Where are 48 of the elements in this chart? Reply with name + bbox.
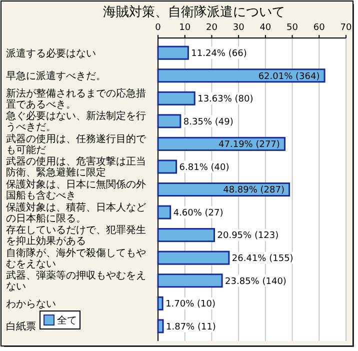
y-tick-label: 早急に派遣すべきだ。 (6, 70, 106, 82)
legend-label: 全て (57, 314, 77, 326)
y-tick-label: 武器、弾薬等の押収もやむをえない (6, 270, 146, 293)
y-tick-label: 自衛隊が、海外で殺傷してもやむをえない (6, 246, 146, 270)
x-tick-label: 30 (232, 23, 245, 33)
data-label: 1.70% (10) (166, 300, 216, 310)
bar (157, 228, 216, 242)
data-label: 6.81% (40) (179, 162, 230, 173)
bar (157, 114, 182, 128)
y-tick-label: 武器の使用は、任務遂行目的でも可能だ (6, 132, 147, 156)
x-tick-label: 60 (313, 23, 326, 33)
y-tick-label: 新法が整備されるまでの応急措置であるべき。 (6, 87, 146, 110)
data-label: 4.60% (27) (173, 208, 224, 218)
bar (157, 46, 189, 60)
y-tick-label: 保護対象は、日本に無関係の外国船も含むべき (6, 178, 146, 202)
bar (157, 205, 172, 220)
data-label: 47.19% (277) (218, 140, 280, 150)
y-tick-label: 保護対象は、積荷、日本人などの日本船に限る。 (6, 201, 146, 224)
x-tick-label: 0 (155, 23, 162, 33)
bar (157, 136, 286, 151)
data-label: 48.89% (287) (223, 186, 284, 196)
bar (157, 68, 326, 83)
chart-title: 海賊対策、自衛隊派遣について (103, 4, 285, 20)
data-label: 8.35% (49) (183, 117, 234, 128)
bar (157, 319, 164, 334)
data-label: 62.01% (364) (258, 72, 320, 82)
bar (157, 91, 196, 106)
bar (157, 296, 164, 310)
y-tick-label: わからない (6, 298, 56, 310)
x-tick-label: 20 (206, 23, 218, 33)
x-tick-label: 40 (260, 23, 272, 33)
y-tick-label: 存在しているだけで、犯罪発生を抑止効果がある (6, 224, 146, 248)
y-tick-label: 白紙票 (6, 320, 36, 333)
data-label: 23.85% (140) (225, 276, 286, 287)
data-label: 1.87% (11) (166, 322, 216, 332)
bar (157, 160, 178, 174)
y-tick-label: 急ぐ必要はない、新法制定を行うべきだ。 (5, 110, 146, 134)
data-label: 11.24% (66) (191, 48, 247, 59)
y-tick-label: 派遣する必要はない (6, 47, 96, 60)
data-label: 26.41% (155) (232, 254, 294, 264)
data-label: 13.63% (80) (198, 94, 254, 105)
x-tick-label: 50 (286, 23, 298, 33)
y-tick-label: 武器の使用は、危害攻撃は正当防衛、緊急避難に限定 (6, 156, 146, 179)
x-tick-label: 70 (340, 23, 352, 33)
x-tick-label: 10 (179, 23, 191, 33)
data-label: 20.95% (123) (217, 231, 279, 242)
bar (157, 274, 223, 288)
bar (157, 250, 230, 265)
